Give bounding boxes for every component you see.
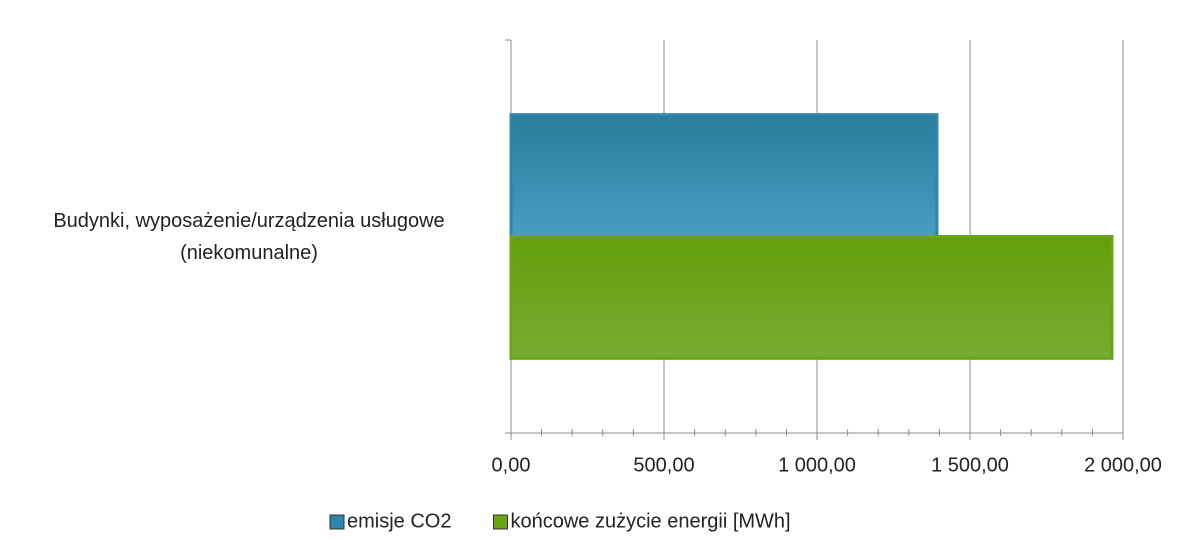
bar	[509, 113, 939, 238]
x-tick-label: 500,00	[633, 454, 694, 476]
bar	[509, 235, 1114, 360]
x-tick-label: 1 000,00	[778, 454, 856, 476]
legend-label: końcowe zużycie energii [MWh]	[510, 510, 790, 532]
x-tick-label: 0,00	[492, 454, 531, 476]
x-tick-label: 1 500,00	[931, 454, 1009, 476]
legend-swatch	[329, 514, 345, 530]
legend-swatch	[492, 514, 508, 530]
x-tick-label: 2 000,00	[1084, 454, 1162, 476]
legend-label: emisje CO2	[347, 510, 451, 532]
y-tick-label: Budynki, wyposażenie/urządzenia usługowe…	[53, 209, 445, 264]
